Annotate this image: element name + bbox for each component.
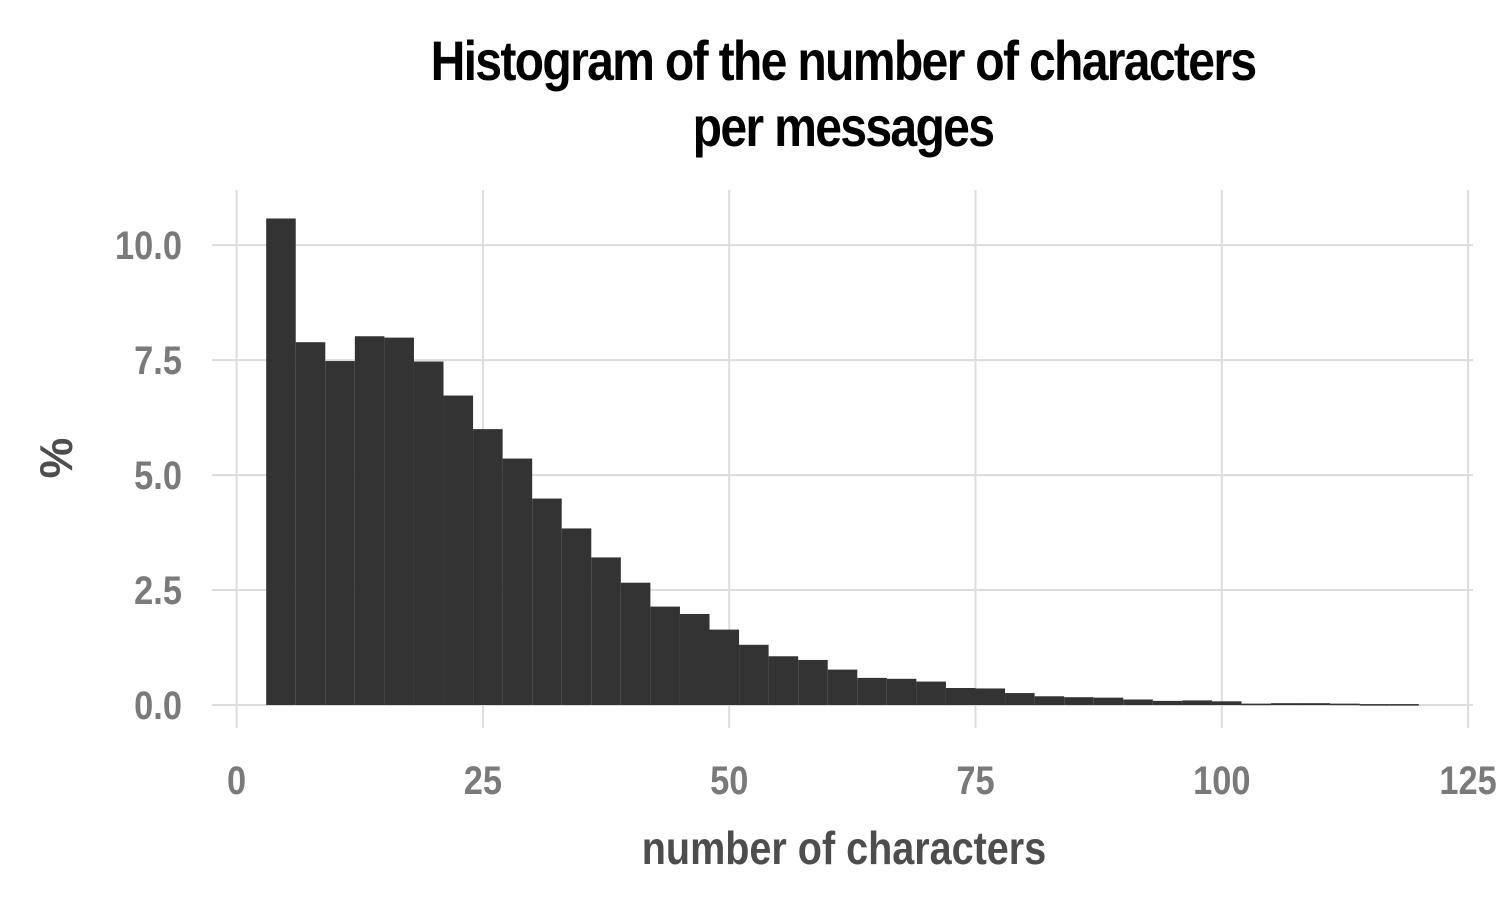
histogram-bar-31 xyxy=(1182,700,1212,706)
y-axis-title: % xyxy=(30,438,82,479)
histogram-bar-5 xyxy=(413,361,444,706)
histogram-bar-28 xyxy=(1093,697,1124,706)
histogram-bar-3 xyxy=(354,336,385,706)
histogram-bar-22 xyxy=(916,681,946,706)
histogram-bar-35 xyxy=(1300,703,1331,706)
y-tick-label-1: 2.5 xyxy=(134,568,182,613)
histogram-bars xyxy=(266,218,1419,706)
histogram-bar-16 xyxy=(739,644,769,706)
x-tick-label-1: 25 xyxy=(464,758,502,803)
histogram-bar-26 xyxy=(1034,696,1065,706)
histogram-bar-38 xyxy=(1389,704,1419,706)
histogram-bar-27 xyxy=(1064,697,1094,706)
histogram-bar-8 xyxy=(502,458,533,706)
histogram-bar-7 xyxy=(473,429,503,706)
histogram-bar-11 xyxy=(591,557,621,706)
chart-title-line-1: Histogram of the number of characters xyxy=(430,29,1258,92)
histogram-bar-25 xyxy=(1005,693,1035,706)
y-tick-label-2: 5.0 xyxy=(134,453,182,498)
x-tick-label-0: 0 xyxy=(227,758,246,803)
histogram-bar-10 xyxy=(561,528,592,706)
y-tick-label-4: 10.0 xyxy=(115,223,182,268)
histogram-bar-15 xyxy=(709,629,740,706)
histogram-bar-29 xyxy=(1123,699,1153,706)
x-tick-label-5: 125 xyxy=(1439,758,1496,803)
histogram-bar-21 xyxy=(886,678,917,706)
histogram-bar-32 xyxy=(1211,701,1242,706)
chart-title-line-2: per messages xyxy=(692,95,995,158)
x-tick-label-2: 50 xyxy=(710,758,748,803)
histogram-bar-36 xyxy=(1330,703,1360,706)
histogram-bar-6 xyxy=(443,395,474,706)
histogram-bar-34 xyxy=(1271,703,1301,706)
x-tick-label-4: 100 xyxy=(1193,758,1250,803)
histogram-bar-9 xyxy=(532,498,562,706)
histogram-bar-17 xyxy=(768,656,799,706)
y-tick-label-3: 7.5 xyxy=(134,338,182,383)
histogram-bar-33 xyxy=(1241,703,1272,706)
histogram-bar-19 xyxy=(827,669,858,706)
x-axis-title: number of characters xyxy=(642,823,1046,874)
y-tick-label-0: 0.0 xyxy=(134,683,182,728)
histogram-bar-1 xyxy=(295,342,326,706)
histogram-bar-30 xyxy=(1152,700,1183,706)
histogram-bar-20 xyxy=(857,677,887,706)
histogram-bar-0 xyxy=(266,218,296,706)
histogram-bar-4 xyxy=(384,337,414,706)
histogram-bar-13 xyxy=(650,606,680,706)
x-tick-label-3: 75 xyxy=(956,758,994,803)
histogram-bar-24 xyxy=(975,688,1006,706)
x-axis-ticks: 0 25 50 75 100 125 xyxy=(227,758,1497,803)
histogram-bar-12 xyxy=(620,582,651,706)
y-axis-ticks: 0.0 2.5 5.0 7.5 10.0 xyxy=(115,223,182,728)
histogram-bar-14 xyxy=(679,613,710,706)
histogram-bar-23 xyxy=(945,687,976,706)
chart-title: Histogram of the number of characters pe… xyxy=(402,28,1284,160)
histogram-bar-2 xyxy=(325,361,355,706)
histogram-bar-37 xyxy=(1359,704,1390,706)
histogram-bar-18 xyxy=(798,659,828,706)
